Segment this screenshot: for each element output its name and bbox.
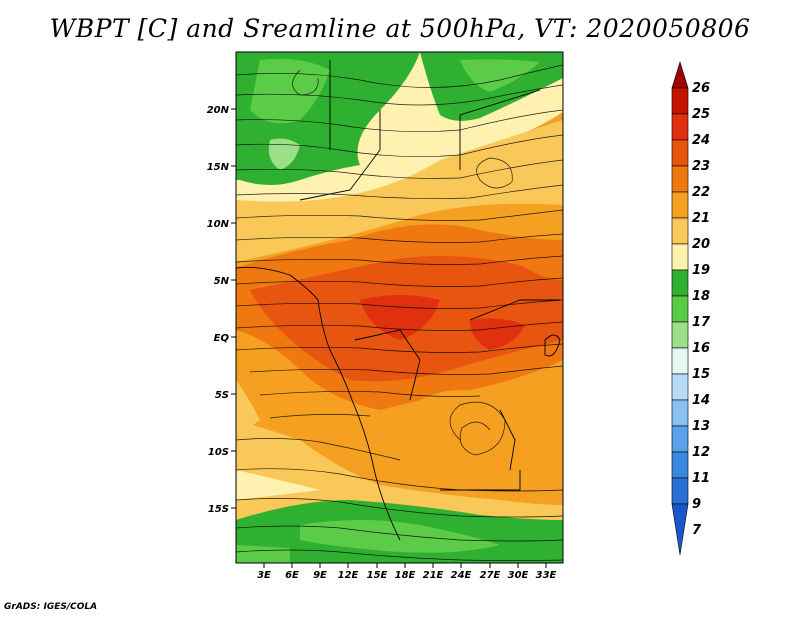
colorbar-label: 18 xyxy=(692,289,710,304)
colorbar-label: 26 xyxy=(692,81,710,96)
colorbar-swatch xyxy=(671,165,689,193)
colorbar-swatch xyxy=(671,477,689,505)
colorbar-label: 24 xyxy=(692,133,710,148)
colorbar-swatch xyxy=(671,295,689,323)
colorbar-swatch xyxy=(671,87,689,115)
colorbar-label: 22 xyxy=(692,185,710,200)
colorbar-label: 25 xyxy=(692,107,710,122)
colorbar-label: 15 xyxy=(692,367,710,382)
colorbar-label: 9 xyxy=(692,497,701,512)
colorbar-swatch xyxy=(671,113,689,141)
colorbar-top-arrow xyxy=(671,60,689,89)
grads-credit: GrADS: IGES/COLA xyxy=(4,602,98,612)
lat-tick-label: 15S xyxy=(208,504,229,515)
lon-tick-label: 9E xyxy=(313,570,327,581)
colorbar-swatch xyxy=(671,347,689,375)
colorbar-swatch xyxy=(671,399,689,427)
colorbar xyxy=(671,60,689,556)
lon-tick-label: 33E xyxy=(536,570,557,581)
lat-tick-label: 15N xyxy=(207,162,230,173)
colorbar-label: 23 xyxy=(692,159,710,174)
colorbar-label: 16 xyxy=(692,341,710,356)
colorbar-swatch xyxy=(671,269,689,297)
lat-axis: 20N 15N 10N 5N EQ 5S 10S 15S xyxy=(207,105,236,515)
map-title: WBPT [C] and Sreamline at 500hPa, VT: 20… xyxy=(49,14,751,43)
colorbar-label: 17 xyxy=(692,315,711,330)
lon-tick-label: 12E xyxy=(338,570,359,581)
wbpt-field xyxy=(236,52,563,563)
lon-tick-label: 3E xyxy=(257,570,271,581)
colorbar-swatch xyxy=(671,191,689,219)
colorbar-swatch xyxy=(671,139,689,167)
lat-tick-label: 5S xyxy=(215,390,229,401)
lat-tick-label: 20N xyxy=(207,105,230,116)
colorbar-swatch xyxy=(671,373,689,401)
colorbar-swatch xyxy=(671,243,689,271)
lon-tick-label: 21E xyxy=(423,570,444,581)
colorbar-label: 21 xyxy=(692,211,710,226)
colorbar-label: 12 xyxy=(692,445,710,460)
colorbar-label: 14 xyxy=(692,393,710,408)
lon-tick-label: 27E xyxy=(480,570,501,581)
lat-tick-label: 10N xyxy=(207,219,230,230)
lat-tick-label: 5N xyxy=(214,276,230,287)
colorbar-label: 20 xyxy=(692,237,710,252)
colorbar-label: 11 xyxy=(692,471,710,486)
colorbar-label: 19 xyxy=(692,263,710,278)
colorbar-bottom-arrow xyxy=(671,503,689,556)
lat-tick-label: EQ xyxy=(214,333,230,344)
colorbar-swatch xyxy=(671,425,689,453)
colorbar-swatch xyxy=(671,217,689,245)
map-frame xyxy=(235,51,564,564)
lon-tick-label: 18E xyxy=(395,570,416,581)
lon-axis: 3E 6E 9E 12E 15E 18E 21E 24E 27E 30E 33E xyxy=(257,563,557,581)
colorbar-label: 13 xyxy=(692,419,710,434)
colorbar-swatch xyxy=(671,451,689,479)
lon-tick-label: 6E xyxy=(285,570,299,581)
lon-tick-label: 24E xyxy=(451,570,472,581)
lat-tick-label: 10S xyxy=(208,447,229,458)
lon-tick-label: 30E xyxy=(508,570,529,581)
colorbar-labels: 26 25 24 23 22 21 20 19 18 17 16 15 14 1… xyxy=(692,81,711,538)
lon-tick-label: 15E xyxy=(367,570,388,581)
colorbar-label: 7 xyxy=(692,523,702,538)
colorbar-swatch xyxy=(671,321,689,349)
